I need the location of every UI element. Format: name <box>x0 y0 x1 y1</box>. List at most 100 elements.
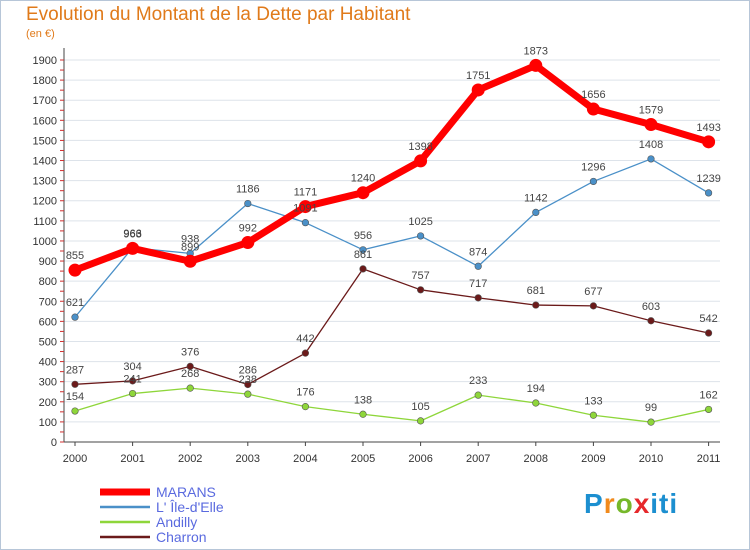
point-3-2002 <box>186 362 194 371</box>
data-label-2-2008: 194 <box>527 383 545 395</box>
x-tick-2011: 2011 <box>697 453 721 465</box>
chart-title: Evolution du Montant de la Dette par Hab… <box>26 4 411 25</box>
legend-label-1: L' Île-d'Elle <box>156 499 224 515</box>
point-3-2005 <box>359 265 367 273</box>
legend-label-2: Andilly <box>156 514 197 530</box>
point-1-2009 <box>589 177 598 186</box>
x-tick-2000: 2000 <box>63 453 87 465</box>
proxiti-logo: Proxiti <box>584 488 679 519</box>
data-label-0-2011: 1493 <box>696 122 720 134</box>
series-line-1 <box>74 158 709 318</box>
x-tick-2008: 2008 <box>524 453 548 465</box>
point-0-2011 <box>702 135 716 149</box>
point-3-2010 <box>647 317 655 325</box>
data-label-2-2005: 138 <box>354 394 372 406</box>
data-label-0-2003: 992 <box>239 223 257 235</box>
y-tick-700: 700 <box>39 296 57 308</box>
point-1-2005 <box>359 246 367 254</box>
point-0-2000 <box>68 263 82 277</box>
x-tick-2001: 2001 <box>120 453 144 465</box>
point-1-2007 <box>474 262 482 270</box>
y-tick-1100: 1100 <box>33 216 57 228</box>
y-tick-300: 300 <box>39 377 57 389</box>
data-label-0-2009: 1656 <box>581 89 605 101</box>
y-tick-400: 400 <box>39 357 57 369</box>
data-label-1-2000: 621 <box>66 297 84 309</box>
point-1-2006 <box>417 232 425 240</box>
x-tick-2007: 2007 <box>466 453 490 465</box>
x-tick-2002: 2002 <box>178 453 202 465</box>
y-tick-600: 600 <box>39 316 57 328</box>
point-3-2009 <box>589 302 598 310</box>
point-2-2010 <box>647 418 655 426</box>
point-0-2009 <box>586 102 600 116</box>
point-2-2011 <box>704 405 713 414</box>
data-label-2-2007: 233 <box>469 375 487 387</box>
legend-label-0: MARANS <box>156 484 216 500</box>
data-label-1-2008: 1142 <box>524 192 548 204</box>
y-tick-1000: 1000 <box>33 236 57 248</box>
axes <box>60 48 720 446</box>
data-label-3-2011: 542 <box>699 313 717 325</box>
x-tick-2006: 2006 <box>408 453 432 465</box>
x-tick-2005: 2005 <box>351 453 375 465</box>
point-3-2007 <box>474 294 482 302</box>
data-label-1-2001: 966 <box>123 228 141 240</box>
point-0-2004 <box>298 200 312 214</box>
data-label-1-2003: 1186 <box>236 184 260 196</box>
y-tick-1300: 1300 <box>33 176 57 188</box>
y-tick-100: 100 <box>39 417 57 429</box>
data-label-0-2005: 1240 <box>351 173 375 185</box>
data-label-3-2009: 677 <box>584 286 602 298</box>
legend-label-3: Charron <box>156 529 207 545</box>
point-1-2011 <box>704 189 713 197</box>
y-tick-1500: 1500 <box>33 135 57 147</box>
data-label-2-2001: 241 <box>123 374 141 386</box>
point-0-2002 <box>183 254 197 268</box>
point-2-2001 <box>129 389 137 398</box>
data-label-1-2006: 1025 <box>408 216 432 228</box>
y-tick-900: 900 <box>39 256 57 268</box>
grid <box>64 59 720 443</box>
point-0-2007 <box>471 83 485 97</box>
data-label-0-2000: 855 <box>66 250 84 262</box>
point-2-2005 <box>359 410 367 418</box>
data-label-0-2007: 1751 <box>466 70 490 82</box>
x-tick-2004: 2004 <box>293 453 317 465</box>
y-tick-0: 0 <box>51 437 57 449</box>
data-label-2-2003: 238 <box>239 374 257 386</box>
series-line-2 <box>74 387 709 423</box>
data-label-2-2004: 176 <box>296 387 314 399</box>
series-line-0 <box>73 61 710 274</box>
y-tick-1600: 1600 <box>33 115 57 127</box>
data-label-0-2008: 1873 <box>524 45 548 57</box>
point-0-2005 <box>356 186 370 200</box>
data-label-3-2008: 681 <box>527 285 545 297</box>
data-label-1-2009: 1296 <box>581 161 605 173</box>
data-label-0-2001: 963 <box>123 228 141 240</box>
series-lines <box>68 58 716 426</box>
point-3-2008 <box>532 301 540 309</box>
data-label-1-2005: 956 <box>354 230 372 242</box>
data-label-0-2002: 899 <box>181 241 199 253</box>
point-3-2001 <box>129 377 137 385</box>
data-label-3-2005: 861 <box>354 249 372 261</box>
series-line-3 <box>74 268 709 386</box>
data-labels: 855 963 899 992 1171 1240 1398 1751 1873 1656 1579… <box>66 45 721 414</box>
point-1-2008 <box>532 208 540 216</box>
point-1-2010 <box>647 155 655 163</box>
point-2-2000 <box>71 407 79 415</box>
data-label-0-2004: 1171 <box>294 187 318 199</box>
data-label-2-2006: 105 <box>411 401 429 413</box>
data-label-2-2010: 99 <box>645 402 657 414</box>
y-tick-1700: 1700 <box>33 95 57 107</box>
data-label-1-2004: 1091 <box>293 203 317 215</box>
data-label-3-2002: 376 <box>181 346 199 358</box>
data-label-3-2000: 287 <box>66 364 84 376</box>
point-3-2003 <box>244 380 252 389</box>
y-tick-800: 800 <box>39 276 57 288</box>
data-label-1-2011: 1239 <box>696 173 720 185</box>
point-0-2008 <box>529 58 543 72</box>
y-tick-1800: 1800 <box>33 75 57 87</box>
point-3-2006 <box>417 286 425 294</box>
